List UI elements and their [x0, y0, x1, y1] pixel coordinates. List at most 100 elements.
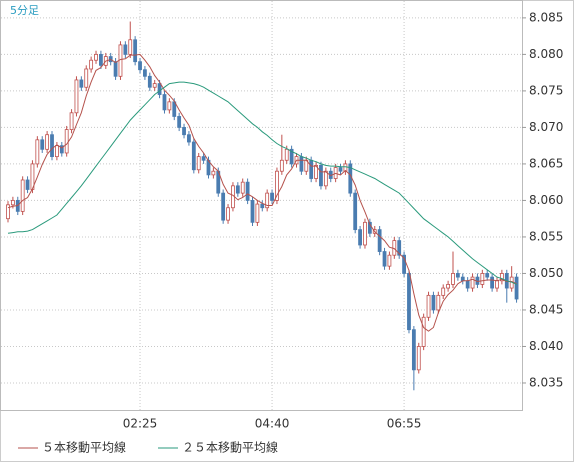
candle-body: [407, 273, 411, 331]
candle-body: [514, 276, 519, 300]
ma-line: [7, 81, 517, 285]
candle-body: [480, 273, 485, 285]
candle-body: [84, 68, 89, 88]
y-tick-label: 8.085: [529, 10, 563, 24]
candle-body: [10, 200, 15, 206]
candle-body: [191, 141, 196, 171]
candle-body: [196, 156, 201, 171]
candle-body: [485, 273, 490, 278]
candle-body: [35, 139, 40, 165]
legend-label: ５本移動平均線: [42, 440, 126, 455]
candle-body: [455, 273, 460, 278]
candle-body: [162, 94, 167, 111]
candle-body: [69, 112, 74, 130]
candle-body: [451, 273, 455, 285]
candle-body: [446, 284, 451, 289]
y-tick-label: 8.055: [529, 229, 563, 243]
candle-body: [275, 170, 279, 201]
candle-body: [152, 83, 157, 88]
candle-body: [235, 185, 240, 194]
y-tick-label: 8.070: [529, 120, 563, 134]
candle-body: [363, 221, 367, 246]
candle-body: [402, 254, 406, 274]
y-tick-label: 8.065: [529, 156, 563, 170]
candle-body: [172, 101, 177, 117]
candle-body: [250, 200, 255, 223]
y-tick-label: 8.045: [529, 302, 563, 316]
candle-body: [221, 192, 226, 221]
candle-body: [74, 79, 79, 114]
candle-body: [387, 254, 392, 267]
candle-body: [382, 251, 387, 267]
y-tick-label: 8.050: [529, 266, 563, 280]
candle-body: [123, 44, 128, 55]
candle-body: [338, 167, 343, 172]
candle-body: [138, 61, 142, 71]
candle-body: [157, 83, 162, 95]
candle-body: [133, 39, 138, 63]
y-tick-label: 8.060: [529, 193, 563, 207]
candle-body: [89, 59, 94, 70]
ma-line: [7, 53, 517, 332]
candle-body: [319, 164, 323, 187]
candle-body: [99, 53, 103, 66]
candle-body: [353, 192, 358, 231]
candle-body: [279, 159, 284, 172]
candle-body: [441, 287, 446, 296]
candle-body: [490, 276, 495, 289]
candle-body: [377, 229, 382, 252]
candle-body: [314, 164, 318, 179]
candle-body: [240, 181, 245, 194]
chart-title: 5分足: [10, 4, 39, 17]
candle-body: [55, 145, 59, 158]
candle-body: [436, 294, 441, 311]
candle-body: [255, 203, 260, 223]
x-tick-label: 06:55: [387, 417, 422, 431]
candle-body: [40, 139, 45, 150]
candle-body: [284, 148, 289, 161]
candle-body: [470, 276, 475, 289]
candle-body: [187, 134, 191, 143]
candle-body: [397, 240, 402, 256]
candle-body: [20, 179, 25, 212]
candle-body: [177, 116, 182, 128]
candle-body: [113, 61, 118, 77]
candle-body: [367, 221, 372, 234]
candle-body: [245, 181, 250, 201]
candle-body: [431, 294, 436, 311]
candle-body: [147, 75, 152, 88]
candle-body: [64, 129, 69, 154]
candle-body: [358, 229, 362, 246]
y-tick-label: 8.040: [529, 339, 563, 353]
candle-body: [182, 127, 186, 136]
candle-body: [6, 204, 10, 220]
candle-body: [270, 192, 274, 201]
candle-body: [25, 179, 30, 190]
candle-body: [495, 280, 499, 289]
y-tick-label: 8.080: [529, 47, 563, 61]
candle-body: [289, 148, 294, 165]
candle-body: [45, 134, 50, 150]
candle-body: [59, 145, 64, 154]
candle-body: [426, 294, 431, 318]
candle-body: [226, 207, 230, 221]
candle-body: [167, 101, 172, 111]
candle-body: [343, 163, 348, 172]
candle-body: [94, 53, 98, 61]
x-tick-label: 04:40: [255, 417, 290, 431]
candle-body: [309, 159, 314, 179]
candle-body: [211, 170, 216, 176]
candle-body: [50, 134, 54, 158]
candle-body: [79, 79, 84, 88]
candle-body: [265, 192, 270, 209]
candle-body: [323, 170, 328, 187]
candle-body: [128, 39, 133, 55]
candle-body: [143, 69, 147, 77]
candle-body: [201, 156, 206, 161]
candle-body: [460, 276, 465, 282]
y-tick-label: 8.035: [529, 375, 563, 389]
legend-label: ２５本移動平均線: [182, 440, 278, 455]
x-tick-label: 02:25: [123, 417, 158, 431]
candle-body: [260, 203, 265, 209]
